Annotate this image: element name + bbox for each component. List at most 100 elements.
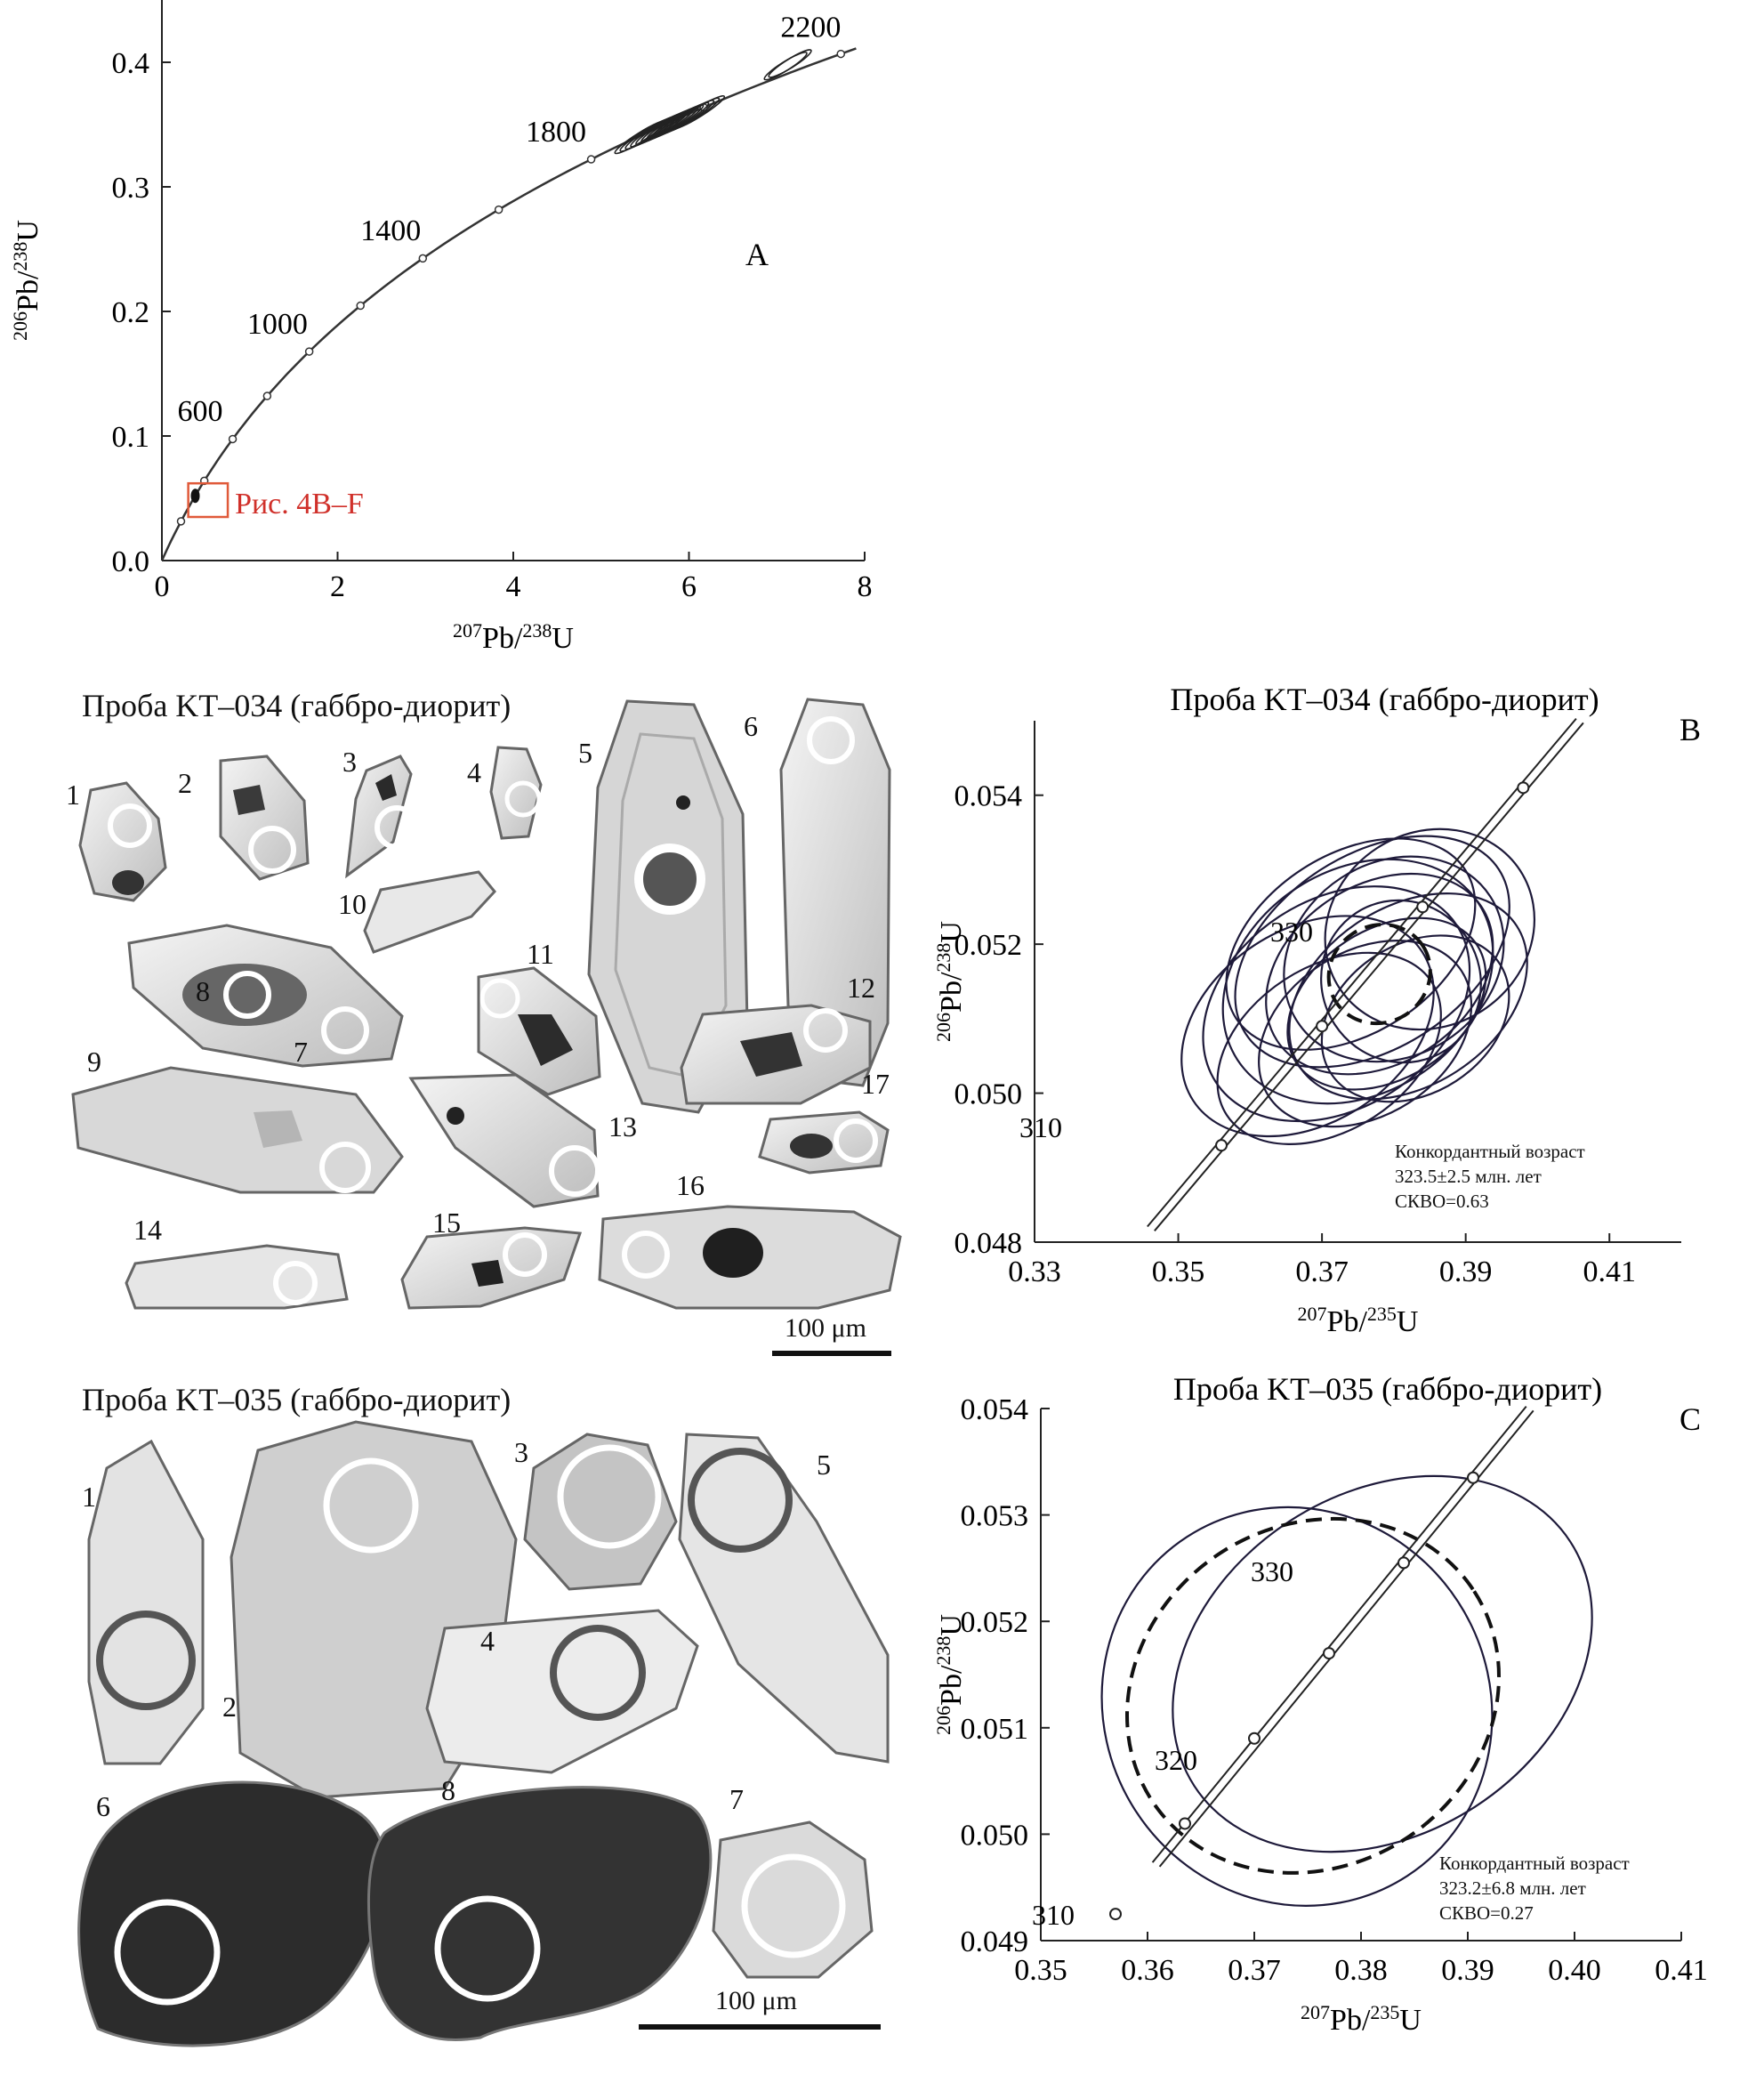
- zircon-grain: [598, 1205, 902, 1310]
- x-tick-label: 0.37: [1228, 1954, 1281, 1987]
- zircon-grain: [678, 1433, 890, 1764]
- x-tick-label: 0.36: [1121, 1954, 1174, 1987]
- y-tick-label: 0.0: [112, 545, 150, 578]
- concordia-age-label: 320: [1155, 1744, 1197, 1776]
- panel-letter: A: [745, 237, 769, 272]
- grain-number: 7: [294, 1036, 308, 1068]
- chart-title: Проба KT–035 (габбро-диорит): [1173, 1375, 1602, 1407]
- grain-number: 3: [514, 1436, 528, 1468]
- zircon-grain: [779, 698, 891, 1087]
- concordia-age-marker: [586, 155, 596, 164]
- zircon-grain: [366, 1786, 713, 2041]
- concordia-age-marker: [228, 434, 238, 444]
- zircon-grain: [489, 746, 543, 840]
- x-tick-label: 0.41: [1583, 1255, 1636, 1288]
- y-tick-label: 0.3: [112, 172, 150, 205]
- concordia-age-marker: [1416, 900, 1430, 914]
- concordia-age-label: 1400: [360, 214, 421, 247]
- chart-a-axes: 0 2 4 6 8 0.0 0.1 0.2 0.3 0.4 207Pb/238U 206Pb/238U: [9, 0, 873, 655]
- zircon-grain: [363, 870, 496, 954]
- inset-label: Рис. 4B–F: [235, 488, 364, 521]
- grain-number: 6: [744, 710, 758, 742]
- x-tick-label: 0.39: [1441, 1954, 1494, 1987]
- y-tick-label: 0.054: [961, 1393, 1029, 1426]
- sample-034-title: Проба KT–034 (габбро-диорит): [82, 688, 511, 723]
- chart-b-legend: Конкордантный возраст 323.5±2.5 млн. лет…: [1395, 1139, 1585, 1214]
- chart-b: 0.33 0.35 0.37 0.39 0.41 0.048 0.050 0.052 0.054…: [932, 685, 1702, 1338]
- chart-b-axes: 0.33 0.35 0.37 0.39 0.41 0.048 0.050 0.052 0.054…: [932, 685, 1702, 1338]
- data-point: [190, 488, 200, 504]
- chart-c: 0.35 0.36 0.37 0.38 0.39 0.40 0.41 0.049 0.050 0.…: [932, 1375, 1708, 2037]
- concordia-band: [1151, 1405, 1527, 1863]
- data-ellipse: [656, 101, 710, 137]
- legend-line: 323.5±2.5 млн. лет: [1395, 1166, 1542, 1187]
- legend-line: СКВО=0.27: [1439, 1902, 1534, 1924]
- zircon-grain: [758, 1110, 890, 1175]
- concordia-age-marker: [176, 517, 186, 526]
- concordia-age-marker: [1517, 781, 1530, 795]
- data-ellipse: [768, 49, 812, 78]
- x-tick-label: 8: [858, 570, 873, 603]
- sample-035-title: Проба KT–035 (габбро-диорит): [82, 1382, 511, 1417]
- zircon-grain: [587, 699, 749, 1114]
- zircon-grain: [71, 1066, 404, 1194]
- concordia-age-label: 310: [1019, 1111, 1062, 1143]
- y-tick-label: 0.054: [954, 780, 1023, 813]
- error-ellipse: [1180, 915, 1435, 1138]
- concordia-age-marker: [1467, 1471, 1479, 1484]
- chart-title: Проба KT–034 (габбро-диорит): [1170, 685, 1599, 717]
- grain-number: 15: [432, 1207, 461, 1239]
- zircon-grain: [127, 924, 404, 1068]
- grain-number: 12: [847, 972, 875, 1004]
- zircon-grain: [400, 1226, 583, 1310]
- y-tick-label: 0.052: [961, 1606, 1029, 1639]
- zircon-image-035: [77, 1420, 890, 2047]
- y-axis-label: 206Pb/238U: [9, 220, 45, 341]
- data-ellipse: [672, 94, 726, 130]
- scale-label: 100 μm: [785, 1313, 866, 1343]
- zircon-grain: [712, 1820, 874, 1979]
- legend-line: СКВО=0.63: [1395, 1191, 1489, 1212]
- zircon-grain: [408, 1073, 600, 1208]
- grain-number: 3: [342, 746, 357, 778]
- y-tick-label: 0.050: [961, 1819, 1029, 1852]
- concordia-age-marker: [494, 205, 503, 214]
- inset-box: [187, 481, 230, 519]
- concordia-age-label: 1800: [526, 116, 586, 149]
- scale-bar: [639, 2024, 881, 2030]
- error-ellipse: [1320, 899, 1482, 1064]
- grain-number: 9: [87, 1045, 101, 1078]
- x-tick-label: 6: [681, 570, 697, 603]
- legend-line: Конкордантный возраст: [1395, 1141, 1585, 1162]
- y-tick-label: 0.1: [112, 421, 150, 454]
- grain-number: 4: [480, 1625, 495, 1657]
- chart-a: 0 2 4 6 8 0.0 0.1 0.2 0.3 0.4 207Pb/238U 206Pb/238U…: [9, 0, 873, 655]
- grain-number: 7: [729, 1783, 744, 1815]
- grain-number: 8: [196, 975, 210, 1007]
- concordia-age-marker: [356, 301, 365, 311]
- grain-number: 2: [178, 767, 192, 799]
- chart-c-axes: 0.35 0.36 0.37 0.38 0.39 0.40 0.41 0.049 0.050 0.…: [932, 1375, 1708, 2037]
- x-tick-label: 0.39: [1439, 1255, 1493, 1288]
- grain-number: 8: [441, 1774, 455, 1806]
- grain-number: 14: [133, 1214, 162, 1246]
- error-ellipse: [1288, 892, 1528, 1101]
- error-ellipse: [1283, 855, 1505, 1063]
- concordia-age-label: 2200: [780, 12, 841, 44]
- error-ellipse: [1172, 1474, 1593, 1853]
- x-tick-label: 0: [155, 570, 170, 603]
- grain-number: 5: [578, 737, 592, 769]
- x-tick-label: 0.38: [1334, 1954, 1388, 1987]
- zircon-grain: [425, 1609, 699, 1774]
- concordia-age-label: 330: [1270, 916, 1313, 948]
- y-tick-label: 0.049: [961, 1925, 1029, 1958]
- grain-number: 5: [817, 1449, 831, 1481]
- concordia-age-marker: [1215, 1139, 1228, 1152]
- x-tick-label: 2: [330, 570, 345, 603]
- grain-number: 4: [467, 756, 481, 788]
- zircon-grain: [523, 1433, 678, 1591]
- y-tick-label: 0.052: [954, 929, 1023, 962]
- scale-bar: [772, 1351, 891, 1356]
- grain-number: 17: [861, 1068, 890, 1100]
- zircon-grain: [78, 781, 167, 902]
